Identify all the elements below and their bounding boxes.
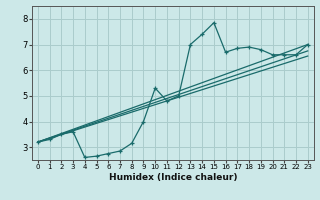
X-axis label: Humidex (Indice chaleur): Humidex (Indice chaleur) — [108, 173, 237, 182]
